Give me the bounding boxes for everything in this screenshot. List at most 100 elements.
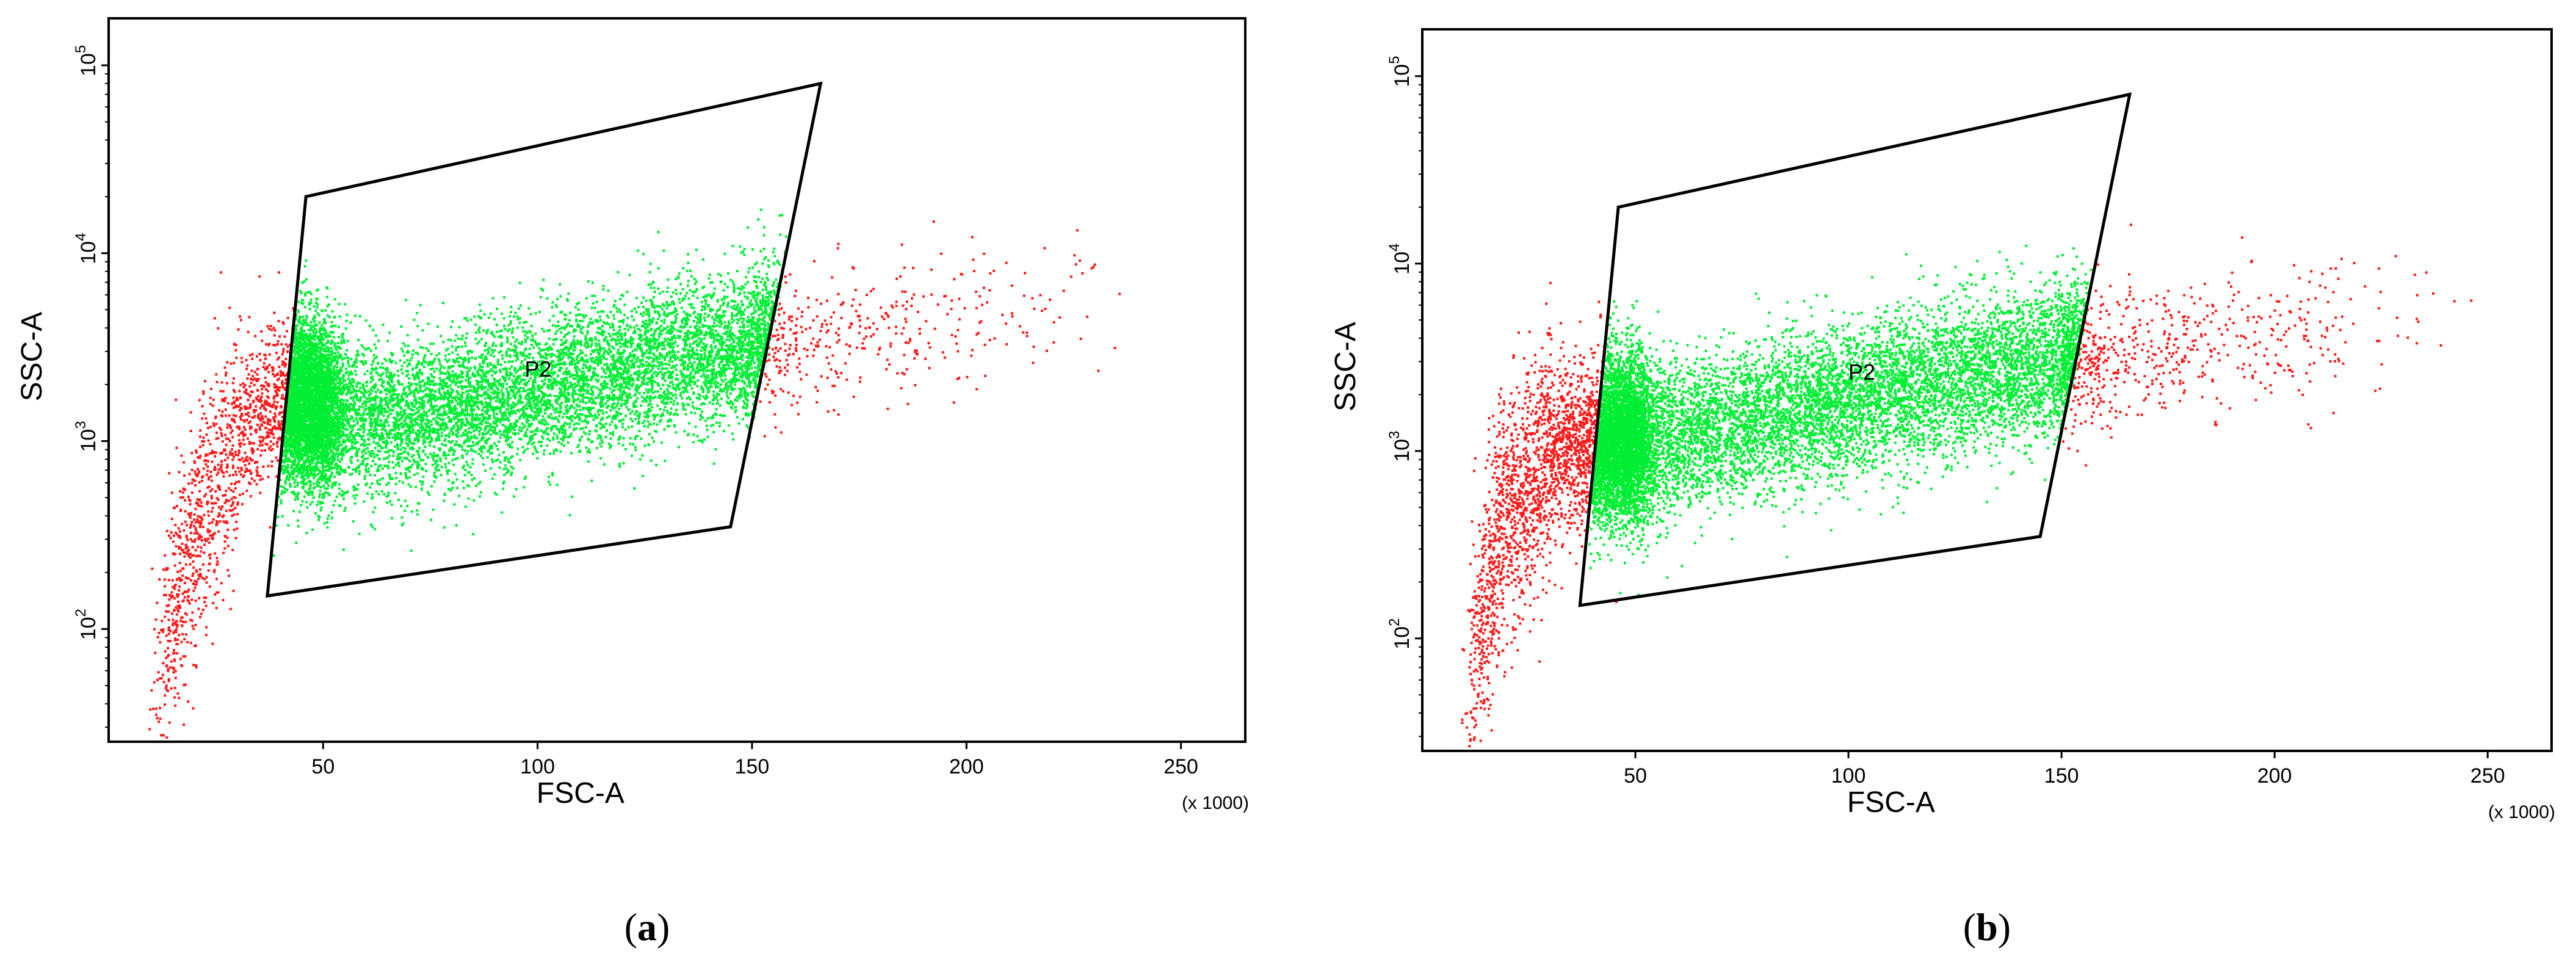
event-dot-outside <box>165 610 168 613</box>
event-dot-inside <box>283 468 286 471</box>
event-dot-outside <box>1024 272 1027 275</box>
event-dot-inside <box>477 328 480 331</box>
event-dot-outside <box>848 345 852 348</box>
event-dot-outside <box>238 493 241 496</box>
event-dot-outside <box>168 598 171 601</box>
event-dot-outside <box>768 378 771 381</box>
event-dot-outside <box>179 552 181 556</box>
event-dot-inside <box>393 433 396 436</box>
event-dot-outside <box>765 360 768 363</box>
event-dot-inside <box>575 427 577 430</box>
event-dot-inside <box>610 380 613 383</box>
event-dot-inside <box>404 447 407 450</box>
event-dot-outside <box>234 507 237 510</box>
event-dot-outside <box>164 554 167 557</box>
event-dot-outside <box>203 578 206 581</box>
event-dot-outside <box>259 397 262 400</box>
event-dot-inside <box>539 295 542 299</box>
event-dot-outside <box>197 520 200 523</box>
event-dot-inside <box>643 425 646 428</box>
event-dot-inside <box>375 394 378 397</box>
event-dot-outside <box>159 706 161 709</box>
event-dot-outside <box>157 671 160 674</box>
event-dot-outside <box>800 325 803 328</box>
event-dot-outside <box>164 593 167 596</box>
event-dot-outside <box>781 336 784 339</box>
event-dot-outside <box>861 342 864 345</box>
event-dot-inside <box>577 361 580 364</box>
event-dot-inside <box>516 315 519 318</box>
event-dot-outside <box>187 577 190 580</box>
event-dot-outside <box>784 349 787 352</box>
event-dot-inside <box>325 331 328 334</box>
event-dot-outside <box>184 551 187 554</box>
event-dot-inside <box>400 505 403 507</box>
event-dot-outside <box>223 521 226 524</box>
event-dot-outside <box>284 378 288 381</box>
event-dot-outside <box>244 451 247 454</box>
event-dot-outside <box>768 359 771 361</box>
event-dot-outside <box>194 644 197 647</box>
event-dot-inside <box>648 270 651 273</box>
event-dot-inside <box>582 326 585 329</box>
event-dot-outside <box>1026 335 1029 338</box>
event-dot-outside <box>221 440 224 443</box>
event-dot-outside <box>197 456 200 459</box>
event-dot-outside <box>260 417 262 420</box>
event-dot-outside <box>220 432 223 435</box>
event-dot-outside <box>775 365 778 368</box>
event-dot-inside <box>634 418 637 421</box>
event-dot-inside <box>671 346 675 349</box>
event-dot-outside <box>772 355 775 358</box>
event-dot-inside <box>758 276 761 278</box>
event-dot-outside <box>837 292 840 295</box>
event-dot-inside <box>476 400 479 404</box>
event-dot-outside <box>791 320 794 322</box>
event-dot-inside <box>548 416 551 419</box>
event-dot-outside <box>245 388 248 391</box>
event-dot-outside <box>1093 263 1096 266</box>
event-dot-inside <box>394 491 397 494</box>
event-dot-outside <box>160 734 163 737</box>
event-dot-outside <box>217 436 220 440</box>
event-dot-outside <box>173 609 175 612</box>
event-dot-outside <box>191 478 194 481</box>
event-dot-inside <box>711 416 714 419</box>
event-dot-outside <box>175 545 178 548</box>
event-dot-outside <box>189 552 192 556</box>
event-dot-inside <box>341 490 344 493</box>
event-dot-inside <box>668 425 671 428</box>
event-dot-inside <box>386 501 389 504</box>
event-dot-outside <box>207 510 210 513</box>
event-dot-outside <box>928 346 932 349</box>
event-dot-outside <box>243 443 246 446</box>
event-dot-outside <box>231 466 234 469</box>
event-dot-inside <box>457 429 460 432</box>
event-dot-inside <box>509 436 512 439</box>
event-dot-outside <box>234 451 237 454</box>
event-dot-outside <box>233 482 236 485</box>
event-dot-outside <box>164 615 167 618</box>
event-dot-outside <box>190 491 194 494</box>
event-dot-outside <box>221 410 224 413</box>
event-dot-outside <box>174 639 177 642</box>
event-dot-inside <box>701 391 704 394</box>
event-dot-outside <box>201 609 204 611</box>
event-dot-outside <box>175 531 177 534</box>
event-dot-outside <box>154 618 157 621</box>
event-dot-inside <box>408 460 411 463</box>
event-dot-outside <box>264 415 267 418</box>
event-dot-outside <box>878 346 881 349</box>
event-dot-inside <box>371 363 374 366</box>
event-dot-inside <box>731 245 734 247</box>
event-dot-inside <box>492 410 495 413</box>
event-dot-outside <box>259 440 262 443</box>
event-dot-inside <box>336 415 339 418</box>
event-dot-outside <box>253 371 256 374</box>
event-dot-outside <box>226 569 230 571</box>
event-dot-inside <box>494 459 497 462</box>
event-dot-outside <box>778 308 780 311</box>
event-dot-outside <box>278 425 281 427</box>
event-dot-inside <box>700 375 703 378</box>
event-dot-inside <box>719 388 722 391</box>
